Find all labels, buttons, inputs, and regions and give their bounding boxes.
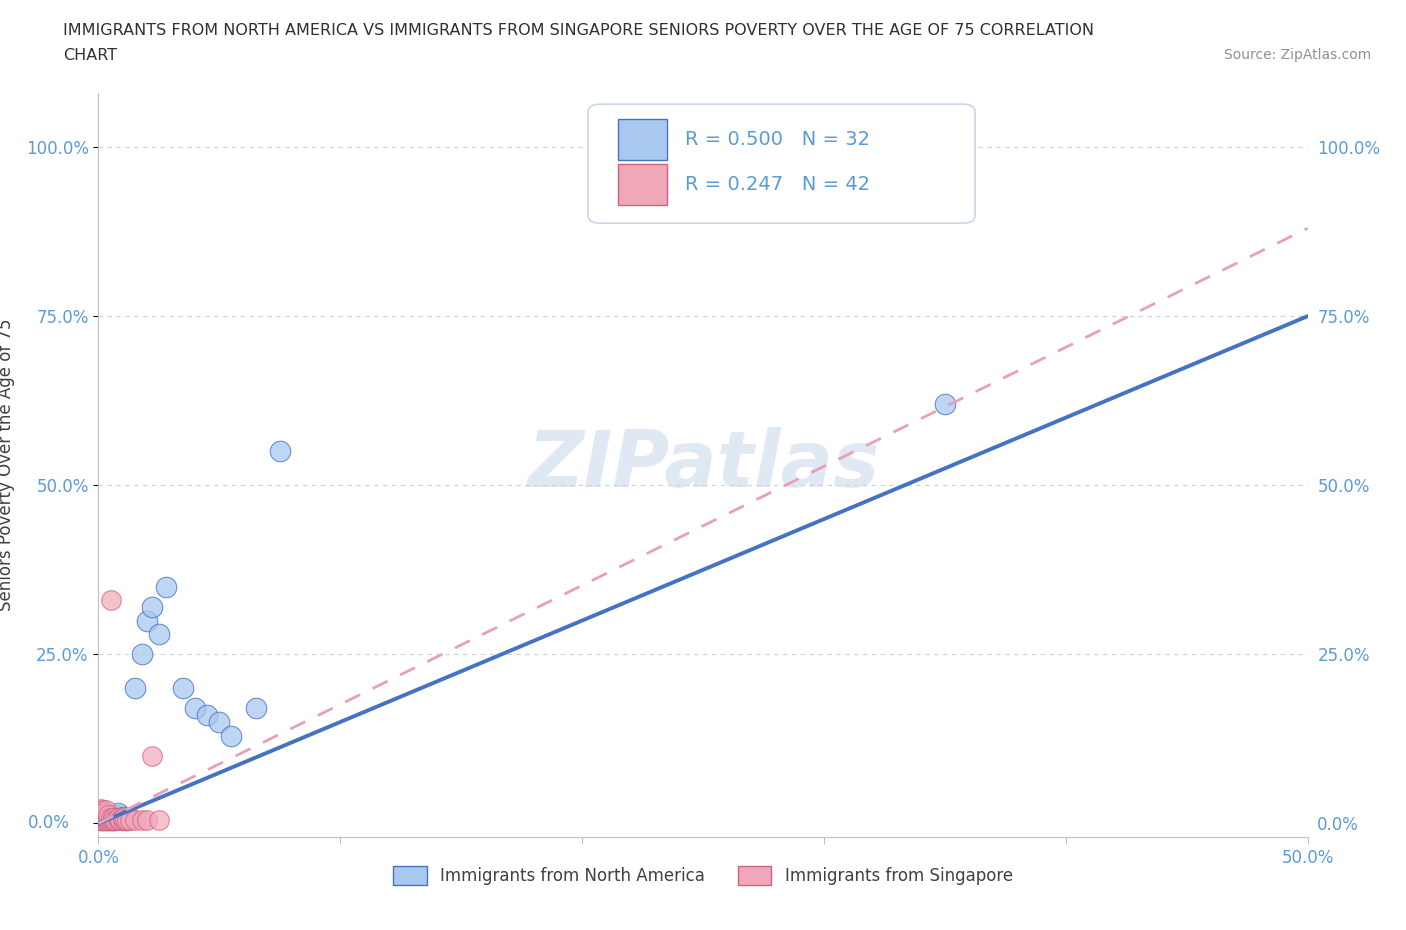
- Point: [94, 806, 117, 821]
- Point: [91, 803, 114, 817]
- Legend: Immigrants from North America, Immigrants from Singapore: Immigrants from North America, Immigrant…: [387, 859, 1019, 892]
- Point: [104, 813, 127, 828]
- Point: [245, 701, 267, 716]
- Point: [90, 806, 112, 821]
- Point: [100, 813, 122, 828]
- Point: [135, 813, 157, 828]
- Point: [101, 813, 124, 828]
- Point: [90, 801, 112, 816]
- Point: [94, 811, 117, 826]
- Text: IMMIGRANTS FROM NORTH AMERICA VS IMMIGRANTS FROM SINGAPORE SENIORS POVERTY OVER : IMMIGRANTS FROM NORTH AMERICA VS IMMIGRA…: [63, 23, 1094, 38]
- Point: [107, 811, 129, 826]
- Point: [97, 811, 120, 826]
- Point: [111, 813, 134, 828]
- Text: CHART: CHART: [63, 48, 117, 63]
- FancyBboxPatch shape: [619, 164, 666, 205]
- Point: [97, 813, 120, 828]
- Point: [107, 813, 129, 828]
- Point: [97, 811, 120, 826]
- Text: ZIPatlas: ZIPatlas: [527, 427, 879, 503]
- Point: [172, 681, 194, 696]
- Point: [90, 811, 112, 826]
- Point: [100, 813, 122, 828]
- Point: [91, 808, 114, 823]
- Point: [91, 813, 114, 828]
- Point: [94, 813, 117, 828]
- Point: [104, 808, 127, 823]
- FancyBboxPatch shape: [619, 119, 666, 160]
- Point: [89, 811, 111, 826]
- Point: [94, 813, 117, 828]
- Point: [90, 813, 112, 828]
- Point: [87, 813, 110, 828]
- Point: [94, 803, 117, 817]
- Point: [89, 809, 111, 824]
- FancyBboxPatch shape: [588, 104, 976, 223]
- Point: [111, 813, 134, 828]
- Point: [221, 728, 243, 743]
- Point: [97, 808, 120, 823]
- Point: [89, 813, 111, 828]
- Point: [97, 813, 120, 828]
- Point: [117, 813, 139, 828]
- Point: [101, 813, 124, 828]
- Point: [135, 613, 157, 628]
- Point: [90, 813, 112, 828]
- Point: [195, 708, 218, 723]
- Point: [131, 813, 153, 828]
- Point: [124, 813, 146, 828]
- Point: [101, 811, 124, 826]
- Text: 0.0%: 0.0%: [28, 815, 69, 832]
- Point: [111, 811, 134, 826]
- Point: [155, 579, 177, 594]
- Point: [90, 808, 112, 823]
- Point: [100, 811, 122, 826]
- Point: [141, 749, 163, 764]
- Point: [108, 813, 131, 828]
- Point: [107, 806, 129, 821]
- Point: [131, 647, 153, 662]
- Point: [114, 813, 136, 828]
- Text: R = 0.500   N = 32: R = 0.500 N = 32: [685, 130, 870, 150]
- Point: [111, 809, 134, 824]
- Point: [118, 811, 141, 826]
- Point: [184, 701, 207, 716]
- Point: [269, 444, 291, 458]
- Point: [91, 813, 114, 828]
- Point: [94, 808, 117, 823]
- Point: [117, 813, 139, 828]
- Point: [100, 592, 122, 607]
- Point: [94, 811, 117, 826]
- Point: [148, 813, 170, 828]
- Text: R = 0.247   N = 42: R = 0.247 N = 42: [685, 175, 870, 194]
- Point: [104, 813, 127, 828]
- Point: [148, 627, 170, 642]
- Y-axis label: Seniors Poverty Over the Age of 75: Seniors Poverty Over the Age of 75: [0, 319, 14, 611]
- Point: [107, 811, 129, 826]
- Point: [124, 681, 146, 696]
- Point: [101, 809, 124, 824]
- Point: [934, 397, 956, 412]
- Point: [118, 813, 141, 828]
- Point: [208, 714, 231, 729]
- Text: Source: ZipAtlas.com: Source: ZipAtlas.com: [1223, 48, 1371, 62]
- Point: [91, 811, 114, 826]
- Point: [141, 600, 163, 615]
- Point: [90, 804, 112, 818]
- Point: [91, 806, 114, 821]
- Point: [100, 809, 122, 824]
